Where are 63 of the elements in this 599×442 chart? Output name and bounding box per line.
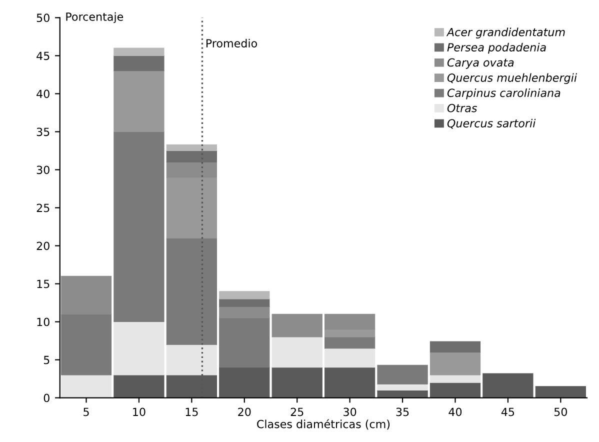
legend-label: Quercus sartorii xyxy=(447,118,536,129)
legend-label: Quercus muehlenbergii xyxy=(447,73,577,84)
y-axis-title: Porcentaje xyxy=(66,12,124,24)
bar xyxy=(324,329,376,338)
bar xyxy=(114,48,164,56)
bar xyxy=(60,374,112,398)
bar xyxy=(166,162,217,178)
bar xyxy=(219,291,270,300)
bar xyxy=(324,367,376,398)
bar xyxy=(166,144,217,151)
x-tick-label: 10 xyxy=(133,408,146,416)
y-tick-label: 0 xyxy=(44,394,50,402)
y-tick-label: 5 xyxy=(44,356,50,364)
y-tick-label: 45 xyxy=(36,52,50,60)
y-tick-label: 35 xyxy=(36,128,50,136)
y-tick-label: 50 xyxy=(36,14,50,22)
bar xyxy=(272,336,322,368)
bar xyxy=(430,374,481,383)
x-tick-label: 50 xyxy=(554,408,567,416)
bar xyxy=(430,382,481,398)
bar xyxy=(114,321,164,376)
x-tick-label: 5 xyxy=(84,408,89,416)
bar xyxy=(114,70,164,132)
y-tick-label: 25 xyxy=(36,204,50,212)
legend-label: Otras xyxy=(447,104,477,112)
y-tick-label: 15 xyxy=(37,280,50,288)
x-tick-label: 15 xyxy=(186,408,198,416)
bar xyxy=(219,318,270,368)
x-tick-label: 20 xyxy=(238,408,251,416)
bar xyxy=(219,298,270,307)
bar xyxy=(166,344,217,376)
bar xyxy=(114,131,164,322)
bar xyxy=(114,55,164,72)
y-tick-label: 10 xyxy=(37,318,50,326)
x-tick-label: 45 xyxy=(501,408,514,416)
bar xyxy=(482,373,534,398)
bar xyxy=(535,386,586,398)
bar xyxy=(60,314,112,376)
bar xyxy=(324,336,376,349)
bar xyxy=(166,177,217,238)
x-tick-label: 25 xyxy=(290,408,304,416)
bar xyxy=(324,348,376,368)
y-tick-label: 20 xyxy=(36,242,50,250)
x-axis-title: Clases diamétricas (cm) xyxy=(257,419,390,430)
bar xyxy=(166,238,217,345)
x-tick-label: 30 xyxy=(344,408,356,416)
legend-label: Persea podadenia xyxy=(447,42,546,54)
legend-label: Carya ovata xyxy=(447,58,514,69)
x-tick-label: 35 xyxy=(396,408,409,416)
x-tick-label: 40 xyxy=(448,408,462,416)
y-tick-label: 40 xyxy=(36,90,50,98)
ref-line-label: Promedio xyxy=(206,38,257,48)
legend-label: Acer grandidentatum xyxy=(446,28,565,38)
legend-label: Carpinus caroliniana xyxy=(447,88,560,100)
bar xyxy=(60,276,112,314)
bar xyxy=(114,374,164,398)
bar xyxy=(166,150,217,162)
bar xyxy=(324,314,376,330)
bar xyxy=(430,352,481,376)
bar xyxy=(377,364,428,384)
y-tick-label: 30 xyxy=(36,166,50,174)
bar xyxy=(430,341,481,352)
bar xyxy=(377,384,428,390)
